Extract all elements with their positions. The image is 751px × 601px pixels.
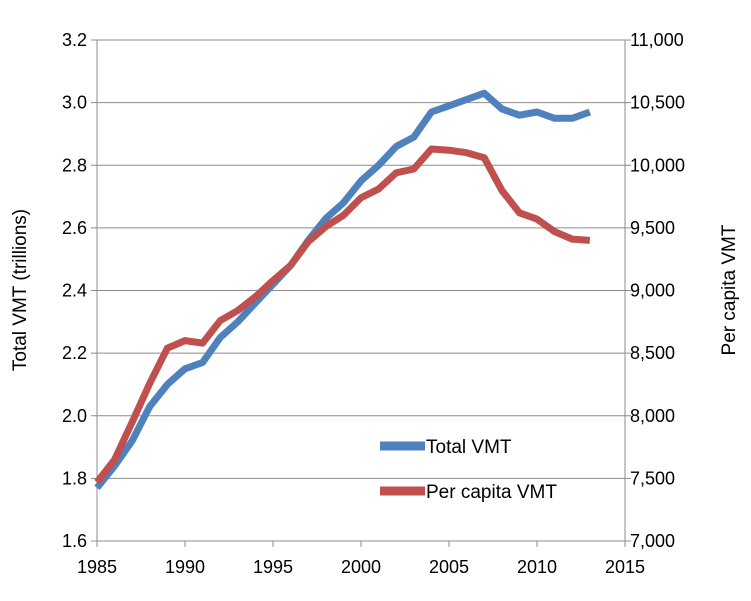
series-line-total-vmt bbox=[94, 89, 591, 490]
y2-tick-label: 7,000 bbox=[630, 531, 675, 551]
y2-tick-label: 7,500 bbox=[630, 468, 675, 488]
y-tick-label: 1.8 bbox=[62, 468, 87, 488]
y2-tick-label: 8,500 bbox=[630, 343, 675, 363]
x-tick-label: 2005 bbox=[429, 557, 469, 577]
x-tick-label: 2000 bbox=[341, 557, 381, 577]
y-tick-label: 2.0 bbox=[62, 406, 87, 426]
axes bbox=[91, 39, 631, 547]
gridlines bbox=[97, 39, 625, 479]
series-lines bbox=[94, 89, 591, 490]
y-tick-label: 3.0 bbox=[62, 93, 87, 113]
x-tick-label: 1985 bbox=[77, 557, 117, 577]
y2-tick-label: 11,000 bbox=[630, 30, 684, 50]
y2-tick-label: 8,000 bbox=[630, 406, 675, 426]
y2-tick-label: 9,500 bbox=[630, 218, 675, 238]
x-tick-label: 1995 bbox=[253, 557, 293, 577]
x-tick-label: 2015 bbox=[605, 557, 645, 577]
y-tick-label: 2.6 bbox=[62, 218, 87, 238]
y-tick-label: 2.2 bbox=[62, 343, 87, 363]
y2-tick-label: 9,000 bbox=[630, 281, 675, 301]
series-line-per-capita-vmt bbox=[94, 145, 591, 485]
y2-tick-label: 10,500 bbox=[630, 93, 685, 113]
x-tick-label: 2010 bbox=[517, 557, 557, 577]
y2-tick-label: 10,000 bbox=[630, 155, 685, 175]
legend: Total VMT Per capita VMT bbox=[380, 437, 557, 503]
y-tick-label: 2.4 bbox=[62, 281, 87, 301]
y-tick-label: 1.6 bbox=[62, 531, 87, 551]
legend-label-total-vmt: Total VMT bbox=[426, 437, 512, 458]
tick-labels: 1.6 1.8 2.0 2.2 2.4 2.6 2.8 3.0 3.2 7,000 7,500 8,0… bbox=[62, 30, 685, 577]
y-axis-title: Total VMT (trillions) bbox=[10, 209, 31, 371]
legend-label-per-capita-vmt: Per capita VMT bbox=[426, 482, 557, 503]
x-tick-label: 1990 bbox=[165, 557, 205, 577]
y2-axis-title: Per capita VMT bbox=[719, 224, 740, 355]
y-tick-label: 3.2 bbox=[62, 30, 87, 50]
y-tick-label: 2.8 bbox=[62, 155, 87, 175]
